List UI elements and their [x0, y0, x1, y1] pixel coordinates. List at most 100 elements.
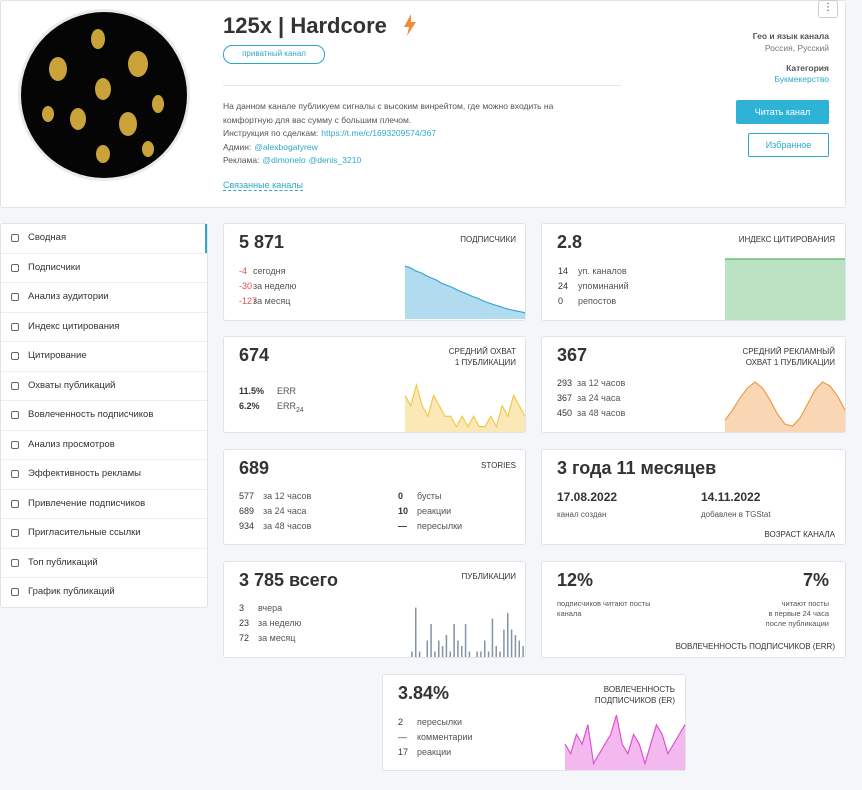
menu-icon [11, 234, 19, 242]
menu-item[interactable]: Пригласительные ссылки [28, 527, 141, 538]
row-label: реакции [417, 747, 452, 757]
stat-card [541, 336, 846, 433]
menu-item[interactable]: Эффективность рекламы [28, 468, 141, 479]
stat-card [382, 674, 686, 771]
description-line: Инструкция по сделкам: https://t.me/c/169… [223, 128, 436, 138]
menu-item[interactable]: Топ публикаций [28, 556, 98, 568]
date-label: канал создан [557, 510, 607, 519]
avatar [18, 9, 190, 181]
menu-icon [11, 263, 19, 272]
description-line: комфортную для вас сумму с большим плечо… [223, 115, 411, 125]
row-value: 14 [558, 266, 569, 276]
description-line: Админ: @alexbogatyrew [223, 142, 318, 152]
card-label: ПОДПИСЧИКОВ (ER) [594, 696, 675, 705]
bar [414, 607, 417, 657]
menu-icon [11, 558, 19, 567]
text: Инструкция по сделкам: [223, 128, 319, 138]
badge: приватный канал [242, 49, 306, 58]
row-value: -30 [239, 281, 253, 291]
row-value: -127 [239, 296, 258, 306]
menu-icon [11, 588, 19, 596]
link[interactable]: https://t.me/c/1693209574/367 [321, 128, 437, 138]
row-label: ERR [277, 386, 297, 396]
sparkline [725, 258, 845, 320]
separator [1, 282, 207, 283]
menu-icon [11, 499, 19, 508]
stat-value: 2.8 [557, 232, 583, 252]
sparkline-line [564, 714, 686, 766]
stat-value: 367 [557, 345, 588, 365]
row-label: за неделю [258, 618, 302, 628]
row-label: за месяц [253, 296, 291, 306]
row-value: 450 [557, 408, 573, 418]
sparkline-area [725, 259, 845, 320]
related-channels[interactable]: Связанные каналы [223, 180, 303, 191]
text: На данном канале публикуем сигналы с выс… [223, 101, 554, 111]
bar [476, 651, 478, 657]
subscript: 24 [296, 406, 304, 414]
separator [1, 311, 207, 313]
stat-card [223, 336, 526, 433]
menu-item[interactable]: Охваты публикаций [28, 379, 116, 391]
menu-item[interactable]: Подписчики [28, 261, 81, 273]
separator [1, 518, 207, 519]
menu-icon [11, 440, 19, 449]
menu-button[interactable]: ⋮ [818, 0, 838, 18]
menu-item[interactable]: Цитирование [28, 350, 87, 361]
bar [510, 629, 513, 657]
category-value[interactable]: Букмекерство [774, 74, 830, 84]
date: 17.08.2022 [557, 490, 618, 504]
menu-item[interactable]: Вовлеченность подписчиков [28, 409, 154, 420]
bar [499, 651, 501, 657]
menu-item[interactable]: Привлечение подписчиков [28, 497, 146, 509]
menu-item[interactable]: Индекс цитирования [28, 320, 120, 332]
description-line: На данном канале публикуем сигналы с выс… [223, 101, 553, 111]
separator [1, 429, 207, 431]
sparkline [404, 382, 526, 432]
menu-item[interactable]: Анализ аудитории [28, 291, 109, 302]
stat-note: читают посты [781, 599, 829, 608]
row-label: вчера [258, 603, 283, 613]
card-label: STORIES [481, 461, 516, 470]
bar [445, 635, 448, 657]
menu-item[interactable]: График публикаций [28, 586, 115, 597]
row-label: упоминаний [578, 281, 629, 291]
bar [453, 624, 455, 657]
sparkline-line [404, 382, 526, 429]
row-value: — [398, 732, 407, 742]
row-label: за 48 часов [577, 408, 626, 418]
stat-value: 3.84% [398, 683, 450, 703]
link[interactable]: @denis_3210 [308, 155, 362, 165]
menu-item[interactable]: Сводная [28, 232, 67, 243]
stat-value: 5 871 [239, 232, 285, 252]
stat-value: 689 [239, 458, 270, 478]
row-label: сегодня [253, 266, 286, 276]
stat-note: после публикации [765, 619, 829, 628]
bar [437, 640, 440, 657]
favorite-button[interactable] [748, 133, 829, 157]
bar [514, 635, 517, 657]
bar [503, 629, 505, 657]
separator [1, 370, 207, 372]
stat-card [541, 449, 846, 545]
menu-icon [11, 293, 19, 301]
bar [483, 640, 486, 657]
link[interactable]: @dimonelo [262, 155, 306, 165]
bar [495, 646, 498, 657]
bar [464, 624, 467, 657]
read-button[interactable] [736, 100, 829, 124]
separator [1, 488, 207, 490]
row-value: 577 [239, 491, 255, 501]
separator [1, 459, 207, 460]
favorite-button-label: Избранное [765, 140, 812, 150]
menu-icon [11, 322, 19, 331]
row-value: — [398, 521, 407, 531]
row-value: 23 [239, 618, 250, 628]
row-label: уп. каналов [578, 266, 627, 276]
link[interactable]: @alexbogatyrew [254, 141, 318, 152]
stat-value: 674 [239, 345, 270, 365]
row-label: реакции [417, 506, 452, 516]
menu-item[interactable]: Анализ просмотров [28, 438, 115, 450]
sparkline-line [724, 381, 846, 427]
